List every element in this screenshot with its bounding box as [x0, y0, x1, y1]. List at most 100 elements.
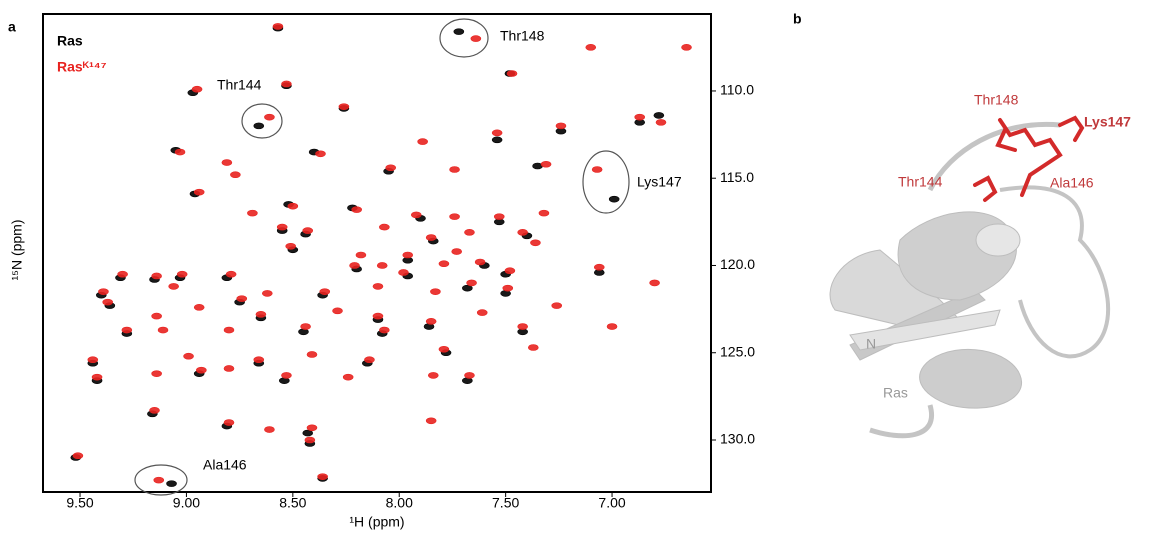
peak — [649, 279, 660, 287]
peak — [466, 279, 477, 287]
loop — [869, 404, 935, 439]
peak — [338, 103, 350, 110]
peak — [364, 356, 375, 364]
peak — [117, 270, 128, 278]
peak — [98, 288, 109, 295]
peak — [351, 206, 362, 213]
plot-frame — [42, 13, 712, 493]
peak — [376, 262, 388, 269]
peak — [398, 269, 409, 276]
peak — [608, 195, 620, 203]
peak — [349, 262, 360, 269]
residue-label: Lys147 — [1084, 114, 1131, 130]
peak — [493, 213, 505, 220]
y-tick-label: 125.0 — [720, 343, 755, 359]
peak — [193, 188, 205, 196]
peak — [223, 419, 235, 426]
peak — [502, 284, 514, 292]
annotation: Thr144 — [217, 77, 262, 93]
peak — [555, 122, 567, 130]
peak — [253, 356, 265, 364]
residue-label: Thr148 — [974, 92, 1019, 108]
peak — [151, 272, 162, 280]
peak — [425, 417, 437, 425]
peak — [264, 426, 275, 433]
y-axis-label: ¹⁵N (ppm) — [9, 219, 25, 280]
annotation-circle — [134, 464, 188, 496]
y-tick-label: 110.0 — [720, 82, 754, 98]
peak — [379, 326, 390, 334]
peak — [300, 323, 311, 330]
peak — [121, 326, 133, 334]
peak — [332, 307, 343, 315]
peak — [261, 290, 273, 297]
peak — [281, 80, 292, 88]
x-tick-label: 8.50 — [279, 495, 306, 511]
peak — [464, 229, 475, 236]
stick — [998, 118, 1063, 197]
x-tick-label: 9.50 — [66, 495, 93, 511]
peak — [176, 270, 188, 278]
peak — [302, 227, 314, 234]
peak — [183, 352, 194, 360]
peak — [551, 302, 563, 309]
peak — [430, 288, 441, 295]
peak — [438, 260, 450, 268]
x-tick-label: 8.00 — [386, 495, 413, 511]
peak — [606, 323, 618, 330]
peak — [491, 136, 503, 144]
peak — [306, 351, 318, 358]
peak — [272, 23, 284, 30]
peak — [193, 304, 205, 311]
residue-sticks — [973, 115, 1085, 202]
annotation: Thr148 — [500, 28, 545, 44]
peak — [425, 234, 437, 241]
peak — [476, 309, 488, 316]
peak — [317, 473, 328, 480]
peak — [87, 356, 99, 364]
peak — [491, 129, 503, 137]
peak — [102, 298, 113, 306]
peak — [438, 345, 450, 353]
peak — [342, 373, 354, 381]
peak — [540, 160, 552, 168]
helix — [919, 348, 1023, 409]
peak — [538, 209, 550, 217]
panel-label: a — [8, 19, 16, 35]
helix — [975, 223, 1021, 257]
peak — [453, 28, 465, 35]
residue-label: Ala146 — [1050, 175, 1094, 191]
peak — [410, 211, 422, 219]
peak — [191, 85, 203, 93]
protein-label: Ras — [883, 385, 908, 401]
peak — [517, 229, 528, 236]
peak — [91, 373, 103, 381]
peak — [166, 480, 177, 487]
peak — [528, 344, 539, 351]
stick — [973, 175, 998, 202]
annotation-circle — [439, 18, 489, 58]
peak — [72, 452, 84, 460]
panel-label: b — [793, 11, 802, 27]
peak — [223, 365, 235, 372]
peak — [427, 372, 439, 379]
peak — [223, 326, 235, 334]
peak — [168, 283, 179, 290]
peak — [451, 248, 462, 255]
peak — [153, 476, 165, 484]
peak — [230, 171, 241, 179]
peak — [372, 312, 384, 320]
peak — [225, 270, 237, 278]
peak — [655, 119, 667, 126]
protein-cartoon — [829, 121, 1111, 439]
loop — [999, 185, 1111, 359]
peak — [253, 122, 265, 130]
peak — [151, 312, 162, 320]
peak — [281, 372, 292, 379]
peak — [385, 164, 397, 172]
annotation-circle — [582, 150, 630, 214]
peak — [315, 150, 326, 158]
peak — [149, 407, 160, 414]
peak — [285, 242, 297, 250]
